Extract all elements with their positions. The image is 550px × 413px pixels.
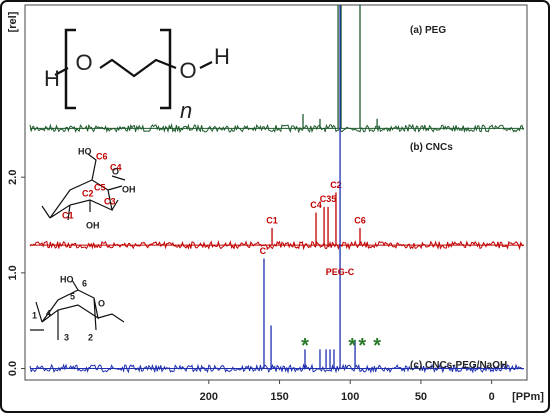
structure-label: H (214, 44, 230, 69)
x-tick-label: 100 (341, 391, 359, 403)
structure-label: H (44, 66, 60, 91)
graft-structure (30, 279, 125, 340)
structure-label: O (75, 50, 92, 75)
structure-label: C2 (82, 188, 94, 198)
structure-label: 2 (88, 332, 93, 342)
structure-label: O (112, 166, 119, 176)
asterisk: * (348, 335, 356, 357)
peak-label: C2 (330, 180, 342, 190)
cnc-structure (41, 153, 126, 221)
structure-label: 6 (82, 278, 87, 288)
x-tick-label: 200 (200, 391, 218, 403)
structure-label: O (98, 298, 105, 308)
asterisk: * (358, 335, 366, 357)
asterisk: * (373, 335, 381, 357)
peak-label: PEG-C (326, 267, 355, 277)
structure-label: OH (86, 220, 100, 230)
structure-label: C6 (96, 151, 108, 161)
structure-label: OH (122, 184, 136, 194)
plot-area (24, 4, 528, 381)
y-tick-label: 2.0 (7, 170, 19, 185)
structure-label: 3 (64, 332, 69, 342)
asterisk: * (301, 335, 309, 357)
x-axis-label: [PPm] (512, 391, 544, 403)
structure-label: HO (60, 274, 74, 284)
x-tick-label: 50 (415, 391, 427, 403)
y-tick-label: 0.0 (7, 361, 19, 376)
structure-label: O (179, 58, 196, 83)
structure-label: C4 (110, 162, 122, 172)
peak-label: C1 (266, 215, 278, 225)
structure-label: 1 (32, 310, 37, 320)
structure-label: C3 (104, 196, 116, 206)
peak-label: C4 (310, 200, 322, 210)
structure-label: C1 (62, 210, 74, 220)
y-tick-label: 1.0 (7, 265, 19, 280)
legend-label: (c) CNCs-PEG/NaOH (410, 360, 507, 371)
peak-label: C35 (320, 194, 337, 204)
structure-label: C5 (94, 182, 106, 192)
x-tick-label: 0 (489, 391, 495, 403)
legend-label: (a) PEG (410, 25, 446, 36)
x-tick-label: 150 (270, 391, 288, 403)
peg-structure (54, 28, 213, 110)
noise (29, 239, 524, 251)
structure-label: 5 (70, 291, 75, 301)
peak-label: C' (260, 246, 269, 256)
structure-label: n (180, 98, 192, 123)
legend-label: (b) CNCs (410, 142, 453, 153)
peak-label: C6 (354, 215, 366, 225)
y-axis-label: [rel] (7, 11, 19, 32)
structure-label: 4 (46, 308, 51, 318)
structure-label: HO (78, 146, 92, 156)
